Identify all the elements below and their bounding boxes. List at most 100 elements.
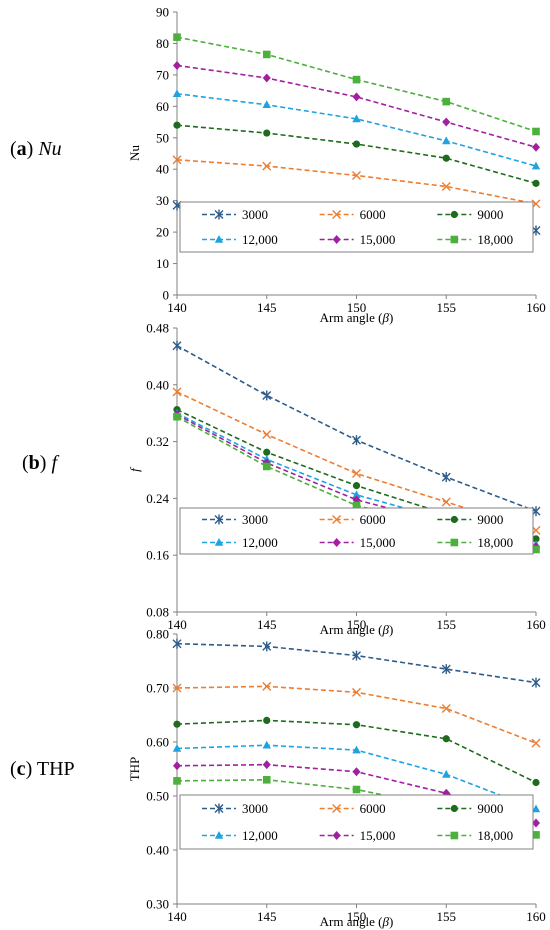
data-point [263, 129, 271, 137]
data-point [172, 387, 182, 397]
data-point [172, 638, 182, 649]
legend-item: 15,000 [319, 828, 396, 843]
data-point [531, 738, 541, 748]
data-point [352, 469, 361, 479]
legend-marker [214, 831, 224, 839]
x-tick-label: 150 [347, 300, 367, 315]
legend-marker [214, 803, 224, 814]
x-tick-label: 145 [257, 909, 277, 924]
legend-marker [214, 538, 224, 546]
x-axis-label: Arm angle (β) [320, 914, 394, 929]
data-point [532, 142, 540, 152]
legend-box [179, 794, 534, 850]
y-tick-label: 0.32 [146, 434, 169, 449]
panel-variable: THP [36, 758, 75, 780]
y-tick-label: 0.30 [146, 897, 169, 912]
y-tick-label: 0.70 [146, 681, 169, 696]
legend-item: 12,000 [202, 535, 278, 550]
data-point [263, 716, 271, 725]
data-point [262, 462, 271, 471]
data-point [262, 681, 272, 691]
data-point [442, 117, 451, 127]
data-point [352, 785, 361, 794]
x-tick-label: 160 [526, 617, 546, 632]
data-point [172, 340, 182, 351]
legend-item: 9000 [437, 207, 503, 222]
legend-item: 15,000 [319, 232, 395, 247]
legend-label: 6000 [360, 512, 386, 527]
x-axis-label: Arm angle (β) [320, 310, 394, 325]
panel-letter: c [16, 758, 26, 780]
legend-label: 6000 [360, 801, 386, 816]
data-point [352, 745, 361, 754]
legend-label: 9000 [477, 801, 503, 816]
legend-label: 15,000 [360, 828, 396, 843]
legend-box [179, 201, 534, 253]
data-point [442, 136, 451, 145]
data-point [262, 73, 271, 83]
legend-label: 9000 [477, 207, 503, 222]
legend-item: 12,000 [202, 828, 278, 843]
data-point [532, 778, 540, 787]
data-point [173, 60, 181, 70]
data-point [173, 761, 181, 771]
panel-variable: Nu [38, 138, 62, 160]
data-point [531, 161, 541, 170]
y-tick-label: 0.16 [146, 548, 169, 563]
data-point [172, 743, 182, 752]
data-point [532, 535, 540, 543]
data-point [442, 769, 451, 778]
data-point [173, 720, 181, 728]
y-tick-label: 0.60 [146, 735, 169, 750]
data-point [262, 740, 271, 749]
panel-letter: a [16, 138, 27, 160]
legend-marker [332, 538, 341, 547]
data-point [352, 650, 361, 661]
data-point [352, 767, 361, 777]
data-point [352, 482, 361, 490]
legend-marker [214, 209, 224, 220]
y-tick-label: 0.24 [146, 491, 169, 506]
legend-item: 3000 [202, 801, 268, 816]
data-point [262, 641, 272, 652]
x-tick-label: 145 [257, 300, 277, 315]
y-tick-label: 0.50 [146, 789, 169, 804]
data-point [262, 390, 272, 401]
data-point [352, 171, 361, 181]
x-tick-label: 140 [167, 300, 187, 315]
legend-marker [450, 210, 458, 219]
y-tick-label: 0.08 [146, 605, 169, 620]
x-tick-label: 155 [437, 909, 457, 924]
data-point [173, 777, 181, 785]
legend-item: 3000 [202, 207, 268, 222]
legend-marker [450, 235, 459, 244]
chart-thp: 0.30 0.40 0.50 0.60 0.70 0.80 140 145 150 155 160 T… [127, 627, 546, 930]
data-point [532, 179, 540, 187]
y-tick-label: 0.48 [146, 321, 169, 336]
data-point [441, 182, 451, 192]
legend-marker [214, 514, 224, 525]
y-tick-label: 0.40 [146, 377, 169, 392]
data-point [173, 412, 181, 421]
legend-marker [332, 515, 342, 524]
data-point [531, 804, 541, 813]
legend-label: 18,000 [477, 535, 513, 550]
data-point [441, 472, 451, 483]
y-tick-label: 50 [156, 130, 169, 145]
y-axis-label: f [127, 466, 142, 472]
legend-item: 18,000 [437, 828, 513, 843]
legend-marker [332, 210, 342, 219]
legend-item: 6000 [319, 801, 386, 816]
legend-item: 9000 [437, 512, 503, 527]
y-axis-label: Nu [127, 145, 142, 161]
legend-label: 3000 [242, 207, 268, 222]
legend-label: 18,000 [477, 828, 513, 843]
chart-nu: 0 10 20 30 40 50 60 70 80 90 140 145 150 155 160 Nu Arm … [127, 5, 546, 326]
data-point [352, 501, 361, 510]
series-line-6000 [176, 685, 537, 744]
legend-marker [450, 515, 458, 524]
data-point [442, 735, 450, 743]
legend-item: 3000 [202, 512, 268, 527]
data-point [172, 683, 182, 693]
